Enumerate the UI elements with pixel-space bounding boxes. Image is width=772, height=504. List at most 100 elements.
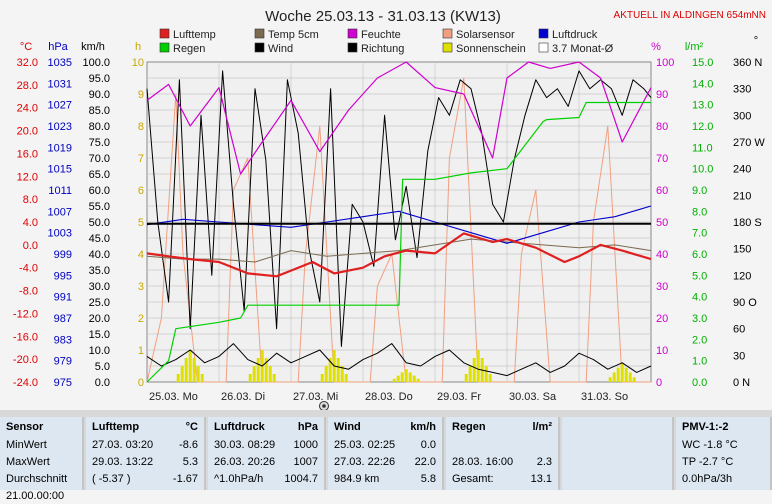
axis-unit-humidity: %	[651, 41, 661, 53]
axis-tick-direction: 240	[733, 164, 751, 176]
series-solarsensor	[146, 77, 651, 383]
axis-tick-rain: 0.0	[692, 377, 707, 389]
axis-tick-direction: 60	[733, 324, 745, 336]
series-sonnenschein-bar	[608, 377, 612, 382]
series-sonnenschein-bar	[180, 366, 184, 382]
axis-tick-pressure: 1023	[48, 121, 72, 133]
cell-text: WC -1.8 °C	[682, 439, 738, 451]
axis-tick-humidity: 20	[656, 313, 668, 325]
table-cell	[568, 488, 666, 504]
series-sonnenschein-bar	[248, 374, 252, 382]
series-richtung	[146, 70, 652, 347]
cell-value: 22.0	[414, 456, 436, 468]
x-tick-label: 26.03. Di	[221, 391, 265, 403]
axis-tick-sun_h: 6	[138, 185, 144, 197]
legend-label: Luftdruck	[552, 29, 598, 41]
axis-tick-pressure: 1011	[48, 185, 72, 197]
series-sonnenschein-bar	[184, 358, 188, 382]
axis-tick-pressure: 1027	[48, 100, 72, 112]
axis-tick-sun_h: 5	[138, 217, 144, 229]
axis-tick-sun_h: 4	[138, 249, 144, 261]
axis-tick-pressure: 991	[54, 292, 72, 304]
axis-tick-rain: 11.0	[692, 142, 713, 154]
axis-tick-direction: 180 S	[733, 217, 762, 229]
axis-tick-temp: 0.0	[23, 240, 38, 252]
table-column-pmv: PMV-1:-2 WC -1.8 °C TP -2.7 °C 0.0hPa/3h	[676, 417, 772, 490]
series-sonnenschein-bar	[484, 366, 488, 382]
axis-tick-pressure: 987	[54, 313, 72, 325]
x-tick-label: 30.03. Sa	[509, 391, 557, 403]
cell-value: 13.1	[530, 473, 552, 485]
cell-text: 984.9 km	[334, 473, 380, 485]
axis-tick-sun_h: 3	[138, 281, 144, 293]
legend-label: Temp 5cm	[268, 29, 319, 41]
table-cell: 27.03. 03:20 -8.6	[92, 437, 198, 453]
cell-text: 27.03. 22:26	[334, 456, 396, 468]
axis-tick-wind_kmh: 40.0	[89, 249, 110, 261]
series-sonnenschein-bar	[620, 362, 624, 382]
table-cell	[92, 488, 198, 504]
axis-tick-direction: 90 O	[733, 297, 757, 309]
cell-value: 5.8	[420, 473, 436, 485]
cell-text: 30.03. 08:29	[214, 439, 276, 451]
table-cell	[682, 488, 764, 504]
series-sonnenschein-bar	[328, 358, 332, 382]
legend-label: 3.7 Monat-Ø	[552, 43, 614, 55]
series-sonnenschein-bar	[396, 375, 400, 382]
axis-tick-wind_kmh: 80.0	[89, 121, 110, 133]
axis-tick-humidity: 40	[656, 249, 668, 261]
table-cell: Wind km/h	[334, 419, 436, 435]
axis-tick-pressure: 1003	[48, 228, 72, 240]
table-cell: Luftdruck hPa	[214, 419, 318, 435]
series-sonnenschein-bar	[268, 366, 272, 382]
axis-tick-rain: 5.0	[692, 270, 707, 282]
legend-swatch	[254, 28, 265, 39]
cell-value: 1004.7	[284, 473, 318, 485]
legend: Lufttemp Temp 5cm Feuchte Solarsensor Luftdr…	[159, 28, 614, 55]
series-sonnenschein-bar	[196, 366, 200, 382]
table-cell: PMV-1:-2	[682, 419, 764, 435]
axis-tick-pressure: 1031	[48, 78, 72, 90]
series-sonnenschein-bar	[200, 374, 204, 382]
series-sonnenschein-bar	[404, 369, 408, 382]
axis-tick-humidity: 50	[656, 217, 668, 229]
legend-swatch	[442, 42, 453, 53]
table-column-empty	[562, 417, 674, 490]
axis-tick-temp: 12.0	[17, 171, 38, 183]
axis-tick-humidity: 60	[656, 185, 668, 197]
axis-unit-direction: °	[754, 35, 758, 47]
table-cell: 0.0hPa/3h	[682, 471, 764, 487]
axis-tick-humidity: 10	[656, 345, 668, 357]
cell-text: 29.03. 13:22	[92, 456, 154, 468]
series-sonnenschein-bar	[324, 366, 328, 382]
legend-swatch	[538, 28, 549, 39]
table-cell: MinWert	[6, 437, 76, 453]
x-tick-label: 29.03. Fr	[437, 391, 481, 403]
series-sonnenschein-bar	[320, 374, 324, 382]
axis-unit-wind_kmh: km/h	[81, 41, 105, 53]
table-cell: Lufttemp °C	[92, 419, 198, 435]
cell-text: 21.00.00:00	[6, 490, 65, 502]
series-sonnenschein-bar	[400, 372, 404, 382]
table-cell: 25.03. 02:25 0.0	[334, 437, 436, 453]
cell-text: Regen	[452, 421, 486, 433]
scroll-handle[interactable]	[319, 401, 329, 411]
axis-unit-sun_h: h	[135, 41, 141, 53]
axis-tick-direction: 30	[733, 350, 745, 362]
axis-tick-direction: 360 N	[733, 57, 762, 69]
axis-unit-pressure: hPa	[48, 41, 68, 53]
table-cell	[568, 454, 666, 470]
table-cell	[334, 488, 436, 504]
series-sonnenschein-bar	[468, 366, 472, 382]
axis-tick-rain: 10.0	[692, 164, 713, 176]
legend-label: Solarsensor	[456, 29, 515, 41]
series-sonnenschein-bar	[476, 350, 480, 382]
axis-tick-direction: 270 W	[733, 137, 765, 149]
cell-text: PMV-1:-2	[682, 421, 729, 433]
legend-label: Regen	[173, 43, 205, 55]
cell-text: 28.03. 16:00	[452, 456, 514, 468]
axis-tick-wind_kmh: 100.0	[82, 57, 110, 69]
grid	[147, 62, 651, 382]
axis-tick-wind_kmh: 5.0	[95, 361, 110, 373]
series-sonnenschein-bar	[340, 366, 344, 382]
